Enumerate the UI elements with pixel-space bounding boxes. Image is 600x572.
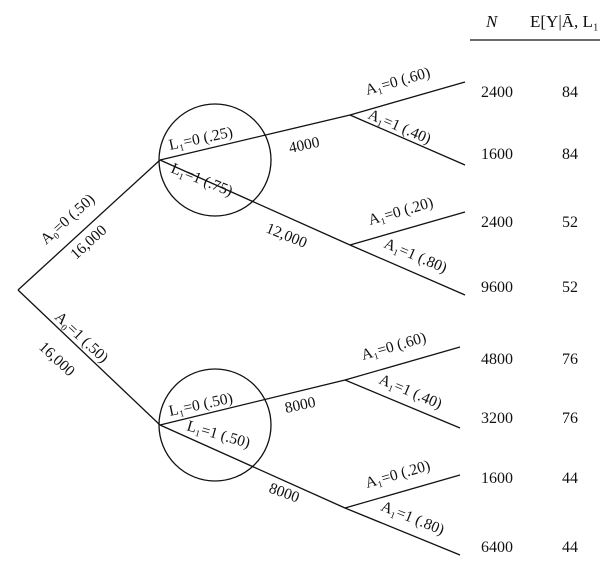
branch-a0-0	[17, 159, 161, 291]
branch-upper-l1-1	[159, 159, 351, 246]
node-circle-lower	[158, 368, 272, 482]
row-1-e: 84	[562, 84, 578, 101]
row-2-e: 84	[562, 146, 578, 163]
row-7-e: 44	[562, 470, 578, 487]
row-7-n: 1600	[481, 470, 513, 487]
label-upper-l1-1: L₁=1 (.75)	[169, 160, 236, 200]
row-1-n: 2400	[481, 84, 513, 101]
label-upper-l0-a1-0: A₁=0 (.60)	[363, 64, 432, 99]
count-a0-0: 16,000	[67, 222, 110, 263]
row-8-n: 6400	[481, 539, 513, 556]
branch-lower-l1-1	[159, 424, 346, 509]
header-n: N	[485, 12, 499, 31]
row-3-e: 52	[562, 214, 578, 231]
row-2-n: 1600	[481, 146, 513, 163]
row-5-n: 4800	[481, 351, 513, 368]
count-upper-l1-1: 12,000	[264, 220, 310, 252]
count-lower-l1-1: 8000	[267, 480, 302, 507]
row-4-n: 9600	[481, 279, 513, 296]
row-6-n: 3200	[481, 410, 513, 427]
label-lower-l1-a1-0: A₁=0 (.20)	[363, 457, 432, 492]
row-5-e: 76	[562, 351, 578, 368]
branch-upper-l0-a1-1	[349, 114, 466, 166]
label-lower-l1-1: L₁=1 (.50)	[185, 418, 252, 452]
label-upper-l1-0: L₁=0 (.25)	[167, 124, 234, 154]
count-lower-l1-0: 8000	[283, 394, 317, 417]
branch-lower-l0-a1-1	[344, 379, 461, 429]
row-4-e: 52	[562, 279, 578, 296]
branch-lower-l1-a1-1	[344, 507, 461, 556]
branch-upper-l1-0	[159, 114, 351, 161]
label-upper-l1-a1-1: A₁=1 (.80)	[381, 235, 449, 277]
node-circle-upper	[158, 103, 272, 217]
branch-lower-l0-a1-0	[344, 346, 461, 381]
label-lower-l1-a1-1: A₁=1 (.80)	[379, 498, 447, 539]
count-upper-l1-0: 4000	[287, 134, 321, 157]
row-3-n: 2400	[481, 214, 513, 231]
branch-upper-l1-a1-0	[349, 211, 466, 246]
row-8-e: 44	[562, 539, 578, 556]
branch-upper-l0-a1-0	[349, 81, 466, 116]
label-upper-l0-a1-1: A₁=1 (.40)	[365, 106, 433, 148]
row-6-e: 76	[562, 410, 578, 427]
count-a0-1: 16,000	[35, 338, 78, 380]
branch-a0-1	[17, 289, 161, 426]
branch-lower-l1-a1-0	[344, 474, 461, 509]
label-lower-l0-a1-1: A₁=1 (.40)	[376, 371, 444, 413]
branch-lower-l1-0	[159, 379, 346, 426]
branch-upper-l1-a1-1	[349, 244, 466, 296]
header-expectation: E[Y|Ā, L₁	[530, 12, 599, 31]
